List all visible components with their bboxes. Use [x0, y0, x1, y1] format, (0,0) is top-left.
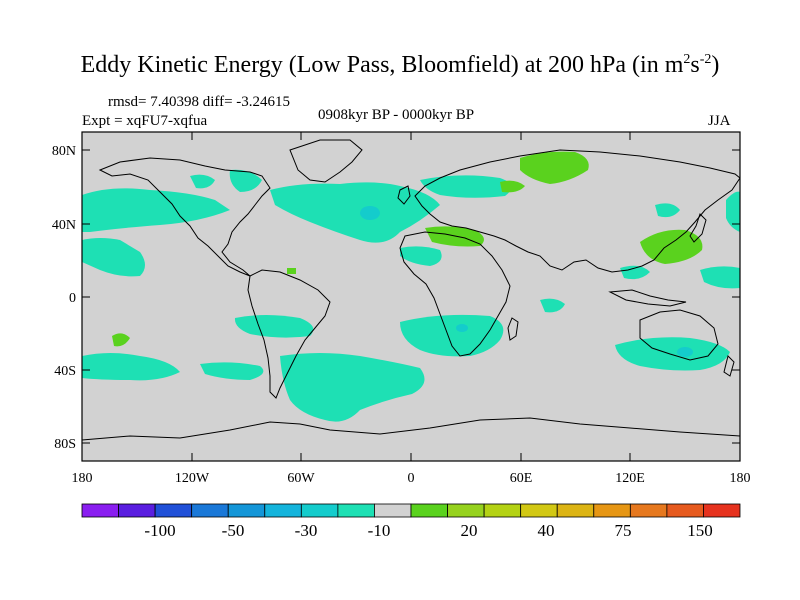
colorbar-label: -10 — [368, 521, 391, 540]
lon-label-120w: 120W — [175, 471, 210, 486]
anomaly-patch-positive — [287, 268, 296, 274]
colorbar-swatch — [154, 503, 193, 518]
coastline-uk — [397, 185, 411, 205]
anomaly-patch-negative — [540, 298, 565, 313]
colorbar-swatch — [556, 503, 595, 518]
colorbar-label: 75 — [615, 521, 632, 540]
anomaly-center-negative — [360, 206, 380, 220]
coastline-indonesia — [608, 289, 687, 307]
coastline-australia — [639, 309, 719, 361]
coastline-japan — [689, 213, 707, 243]
map-background — [82, 132, 740, 461]
lat-label-80s: 80S — [54, 437, 76, 452]
colorbar-swatch — [337, 503, 375, 518]
anomaly-patch-negative — [400, 246, 442, 266]
colorbar-swatch — [300, 503, 339, 518]
colorbar-swatch — [227, 503, 266, 518]
colorbar-label: -100 — [144, 521, 175, 540]
anomaly-patch-negative — [620, 265, 650, 280]
anomaly-patch-negative — [700, 266, 740, 289]
lon-label-60w: 60W — [287, 471, 315, 486]
experiment-label: Expt = xqFU7-xqfua — [82, 113, 208, 129]
colorbar-swatch — [191, 503, 229, 518]
anomaly-patch-positive — [112, 333, 130, 347]
anomaly-patch-positive — [640, 229, 703, 264]
lat-labels: 80N 40N 0 40S 80S — [52, 144, 76, 452]
anomaly-patch-negative — [82, 238, 145, 277]
colorbar-swatch — [666, 503, 704, 518]
anomaly-patch-negative — [420, 175, 512, 198]
colorbar-swatch — [118, 503, 156, 518]
coastline-antarctica — [82, 417, 740, 441]
coastline-madagascar — [507, 317, 519, 341]
anomaly-fields — [82, 151, 740, 422]
anomaly-center-negative — [677, 347, 693, 357]
coastline-south-america — [247, 269, 331, 399]
anomaly-patch-negative — [280, 353, 425, 422]
colorbar — [81, 503, 741, 518]
colorbar-swatch — [447, 503, 485, 518]
plot-title: Eddy Kinetic Energy (Low Pass, Bloomfiel… — [80, 52, 720, 78]
colorbar-label: 40 — [538, 521, 555, 540]
anomaly-patch-negative — [229, 169, 262, 192]
coastline-new-zealand — [723, 355, 735, 377]
coastline-greenland — [289, 139, 363, 183]
colorbar-swatch — [629, 503, 668, 518]
anomaly-patch-positive — [520, 151, 589, 184]
lon-label-180e: 180 — [730, 471, 751, 486]
colorbar-labels: -100 -50 -30 -10 20 40 75 150 — [144, 521, 712, 540]
lon-label-0: 0 — [408, 471, 415, 486]
lon-labels: 180 120W 60W 0 60E 120E 180 — [72, 471, 751, 486]
coastline-africa — [399, 231, 511, 357]
anomaly-patch-negative — [726, 191, 740, 232]
stats-text: rmsd= 7.40398 diff= -3.24615 — [108, 94, 291, 110]
lat-label-0: 0 — [69, 291, 76, 306]
lon-label-60e: 60E — [510, 471, 533, 486]
colorbar-label: -30 — [295, 521, 318, 540]
lon-ticks — [191, 132, 631, 461]
season-label: JJA — [708, 113, 731, 129]
colorbar-swatch — [520, 503, 558, 518]
colorbar-swatch — [483, 503, 522, 518]
coastlines — [82, 139, 740, 441]
anomaly-patch-negative — [82, 353, 180, 381]
colorbar-swatch — [410, 503, 448, 518]
lon-label-180w: 180 — [72, 471, 93, 486]
anomaly-patch-negative — [82, 188, 230, 232]
lat-ticks — [82, 149, 740, 444]
colorbar-label: 150 — [687, 521, 713, 540]
lat-label-80n: 80N — [52, 144, 76, 159]
colorbar-swatch — [703, 503, 741, 518]
colorbar-swatch — [593, 503, 631, 518]
anomaly-patch-negative — [200, 362, 264, 380]
anomaly-patch-negative — [270, 182, 440, 243]
anomaly-center-negative — [456, 324, 468, 332]
lon-label-120e: 120E — [615, 471, 645, 486]
anomaly-patch-negative — [655, 203, 680, 218]
lat-label-40s: 40S — [54, 364, 76, 379]
anomaly-patch-negative — [190, 174, 215, 189]
colorbar-label: -50 — [222, 521, 245, 540]
anomaly-patch-positive — [500, 180, 525, 193]
colorbar-swatch — [81, 503, 119, 518]
lat-label-40n: 40N — [52, 218, 76, 233]
anomaly-patch-positive — [425, 226, 484, 247]
period-label: 0908kyr BP - 0000kyr BP — [318, 107, 475, 123]
coastline-north-america — [98, 157, 271, 277]
colorbar-swatch — [374, 503, 412, 518]
anomaly-patch-negative — [615, 337, 730, 371]
anomaly-patch-negative — [234, 315, 314, 338]
colorbar-swatch — [264, 503, 302, 518]
colorbar-label: 20 — [461, 521, 478, 540]
coastline-eurasia — [414, 149, 740, 273]
